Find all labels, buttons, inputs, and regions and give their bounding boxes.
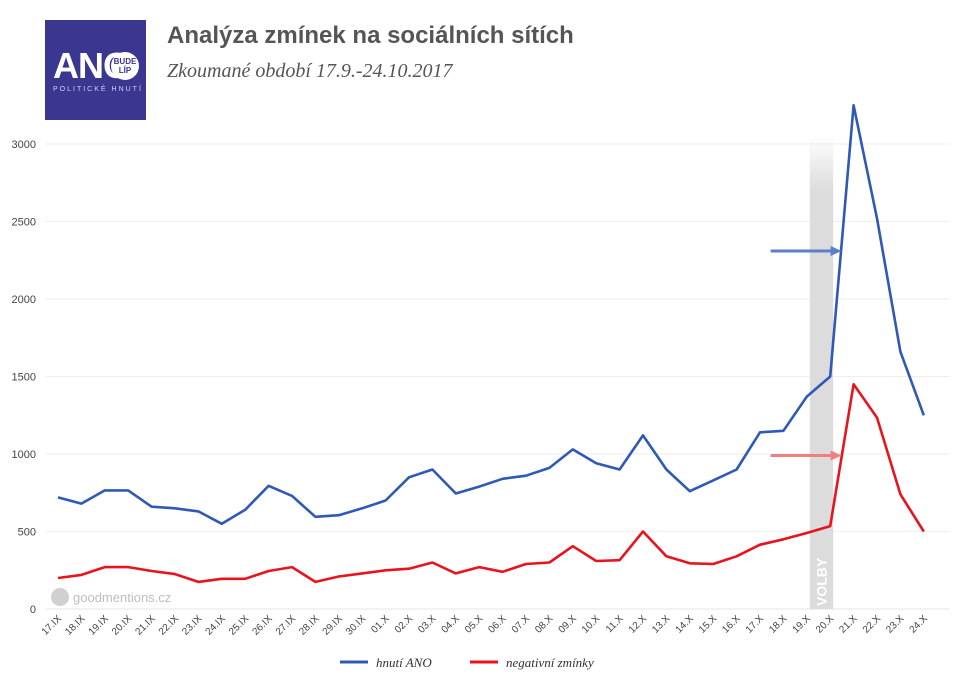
- ano-logo: ANO BUDE LÍP POLITICKÉ HNUTÍ: [45, 20, 146, 120]
- x-tick-label: 08.X: [533, 613, 556, 636]
- x-tick-label: 22.X: [861, 613, 884, 636]
- x-tick-label: 11.X: [604, 613, 626, 635]
- x-tick-label: 18.IX: [63, 613, 88, 638]
- y-tick-label: 2000: [12, 294, 36, 306]
- watermark-text: goodmentions.cz: [73, 590, 171, 605]
- x-tick-label: 09.X: [557, 613, 580, 636]
- x-axis: 17.IX 18.IX 19.IX 20.IX 21.IX 22.IX 23.IX 24.IX…: [40, 613, 930, 638]
- x-tick-label: 19.IX: [87, 613, 112, 638]
- x-tick-label: 07.X: [510, 613, 533, 636]
- y-tick-label: 0: [30, 604, 36, 616]
- y-tick-label: 2500: [12, 217, 36, 229]
- x-tick-label: 20.X: [814, 613, 837, 636]
- election-band: VOLBY: [809, 135, 834, 609]
- x-tick-label: 03.X: [416, 613, 439, 636]
- x-tick-label: 29.IX: [321, 613, 346, 638]
- x-tick-label: 15.X: [697, 613, 720, 636]
- x-tick-label: 24.X: [908, 613, 931, 636]
- x-tick-label: 17.IX: [40, 613, 65, 638]
- x-tick-label: 16.X: [720, 613, 743, 636]
- x-tick-label: 30.IX: [344, 613, 369, 638]
- x-tick-label: 28.IX: [297, 613, 322, 638]
- watermark: goodmentions.cz: [51, 588, 171, 606]
- arrow-ano-head: [830, 245, 842, 256]
- x-tick-label: 10.X: [580, 613, 603, 636]
- x-tick-label: 27.IX: [274, 613, 299, 638]
- x-tick-label: 26.IX: [250, 613, 275, 638]
- x-tick-label: 06.X: [486, 613, 509, 636]
- grid-lines: [45, 143, 950, 610]
- x-tick-label: 02.X: [393, 613, 416, 636]
- legend-label-ano: hnutí ANO: [376, 655, 432, 670]
- y-axis: 0 500 1000 1500 2000 2500 3000: [12, 139, 36, 616]
- series-lines: [57, 104, 926, 584]
- x-tick-label: 21.X: [837, 613, 860, 636]
- x-tick-label: 23.X: [884, 613, 907, 636]
- annotation-arrows: [770, 245, 842, 461]
- chart-title: Analýza zmínek na sociálních sítích: [167, 22, 574, 49]
- x-tick-label: 25.IX: [227, 613, 252, 638]
- y-tick-label: 1500: [12, 372, 36, 384]
- y-tick-label: 1000: [12, 449, 36, 461]
- legend: hnutí ANO negativní zmínky: [340, 655, 594, 670]
- election-band-rect: [809, 135, 834, 609]
- x-tick-label: 04.X: [440, 613, 463, 636]
- logo-subtext: POLITICKÉ HNUTÍ: [53, 86, 143, 93]
- legend-label-negative: negativní zmínky: [506, 655, 594, 670]
- x-tick-label: 23.IX: [180, 613, 205, 638]
- x-tick-label: 01.X: [369, 613, 392, 636]
- logo-badge-line1: BUDE: [113, 57, 137, 66]
- x-tick-label: 21.IX: [133, 613, 158, 638]
- arrow-negative-head: [830, 450, 842, 461]
- series-line-ano: [57, 104, 926, 526]
- election-band-label: VOLBY: [814, 557, 830, 606]
- y-tick-label: 3000: [12, 139, 36, 151]
- x-tick-label: 13.X: [650, 613, 673, 636]
- x-tick-label: 20.IX: [110, 613, 135, 638]
- x-tick-label: 17.X: [744, 613, 767, 636]
- logo-badge-line2: LÍP: [118, 66, 132, 75]
- x-tick-label: 19.X: [791, 613, 814, 636]
- y-tick-label: 500: [18, 527, 36, 539]
- x-tick-label: 22.IX: [157, 613, 182, 638]
- chart-subtitle: Zkoumané období 17.9.-24.10.2017: [167, 60, 453, 82]
- watermark-icon: [51, 588, 69, 606]
- series-line-negative: [57, 382, 925, 584]
- x-tick-label: 18.X: [767, 613, 790, 636]
- logo-badge: BUDE LÍP: [111, 52, 139, 80]
- x-tick-label: 24.IX: [204, 613, 229, 638]
- x-tick-label: 05.X: [463, 613, 486, 636]
- x-tick-label: 14.X: [674, 613, 697, 636]
- x-tick-label: 12.X: [627, 613, 650, 636]
